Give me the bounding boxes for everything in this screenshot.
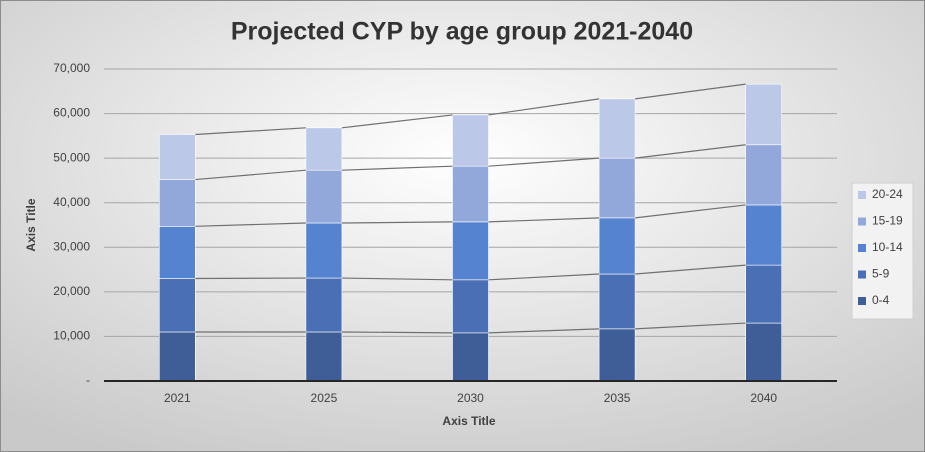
legend-label: 5-9 — [872, 267, 890, 281]
series-line — [341, 331, 453, 334]
legend-label: 10-14 — [872, 240, 903, 254]
series-line — [635, 144, 746, 159]
bar-segment — [745, 322, 783, 382]
series-line — [635, 83, 746, 100]
x-tick-label: 2035 — [604, 391, 631, 405]
bar-segment — [745, 264, 783, 324]
legend-swatch — [858, 244, 866, 252]
bar-segment — [452, 165, 489, 223]
bar-segment — [745, 83, 783, 146]
y-tick-label: 40,000 — [53, 195, 90, 209]
legend-swatch — [858, 191, 866, 199]
series-line — [488, 157, 600, 167]
bar-segment — [305, 127, 343, 171]
bar-segment — [159, 226, 196, 279]
series-line — [488, 98, 600, 116]
bar-segment — [305, 169, 343, 224]
legend-swatch — [858, 297, 866, 305]
x-tick-label: 2030 — [457, 391, 484, 405]
y-tick-label: 10,000 — [53, 329, 90, 343]
series-line — [635, 204, 746, 219]
bar-segment — [598, 157, 636, 219]
legend-swatch — [858, 270, 866, 279]
bar-segment — [745, 144, 783, 206]
bar-segment — [598, 328, 636, 382]
x-tick-label: 2025 — [311, 391, 338, 405]
series-line — [341, 114, 453, 129]
bar-segment — [745, 204, 783, 266]
bar-segment — [452, 279, 489, 334]
y-tick-label: 20,000 — [53, 284, 90, 298]
y-tick-label: 60,000 — [53, 106, 90, 120]
x-axis-title: Axis Title — [442, 414, 495, 428]
x-tick-label: 2021 — [164, 391, 191, 405]
bar-segment — [305, 277, 343, 333]
bar-segment — [598, 217, 636, 275]
bar-segment — [598, 98, 636, 159]
series-line — [635, 264, 746, 275]
legend-label: 20-24 — [872, 187, 903, 201]
bar-segment — [159, 179, 196, 227]
bar-segment — [159, 134, 196, 180]
y-tick-label: 30,000 — [53, 239, 90, 253]
legend-label: 0-4 — [872, 293, 890, 307]
series-line — [488, 273, 600, 281]
bar-segment — [452, 221, 489, 281]
y-tick-label: 70,000 — [53, 61, 90, 75]
chart-title: Projected CYP by age group 2021-2040 — [231, 18, 693, 46]
series-line — [635, 322, 746, 330]
x-tick-label: 2040 — [750, 391, 777, 405]
series-line — [195, 169, 306, 181]
bar-segment — [159, 331, 196, 382]
series-line — [488, 328, 600, 334]
bar-segment — [598, 273, 636, 330]
y-tick-label: 50,000 — [53, 150, 90, 164]
bar-segment — [305, 222, 343, 279]
legend-label: 15-19 — [872, 214, 903, 228]
series-line — [341, 165, 453, 171]
bar-segment — [452, 114, 489, 167]
bar-segment — [305, 331, 343, 382]
bar-segment — [159, 278, 196, 333]
y-tick-label: - — [86, 373, 90, 387]
y-axis-title: Axis Title — [24, 198, 38, 251]
series-line — [195, 127, 306, 136]
bar-segment — [452, 332, 489, 382]
series-line — [341, 277, 453, 281]
legend-swatch — [858, 217, 866, 226]
series-line — [341, 221, 453, 224]
series-line — [195, 222, 306, 227]
series-line — [488, 217, 600, 223]
